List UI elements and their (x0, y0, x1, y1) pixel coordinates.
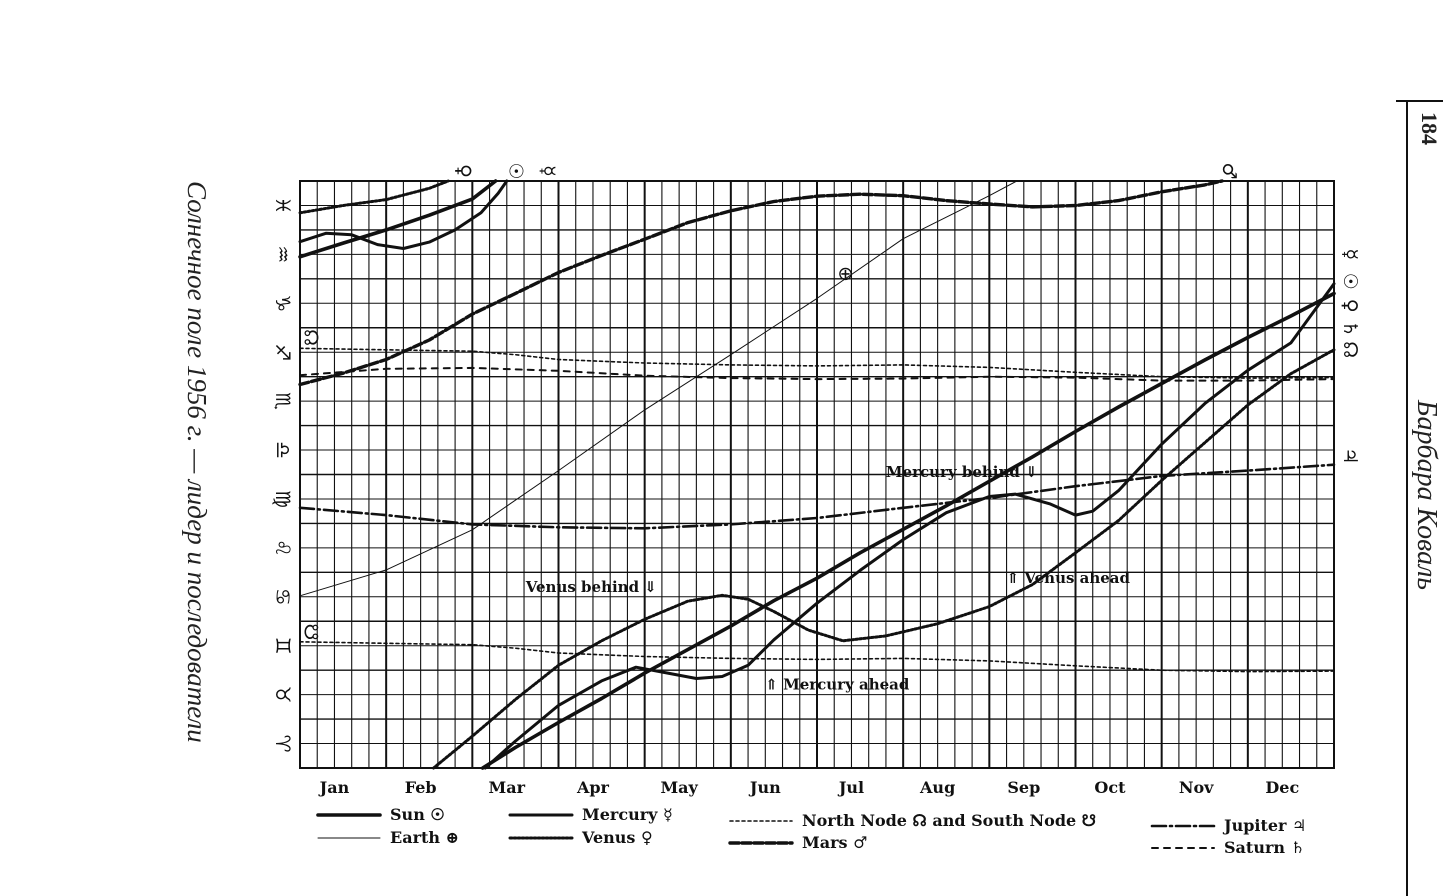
legend-label: Earth ⊕ (390, 828, 459, 847)
y-tick-label: ♒ (271, 245, 295, 263)
page-top-rule (1396, 100, 1443, 102)
legend-label: Mars ♂ (802, 833, 867, 852)
series-glyph-label: ☊ (1339, 341, 1361, 358)
series-mars-line (298, 179, 1224, 387)
series-glyph-label: ☿ (536, 165, 558, 177)
page-side-title: Солнечное поле 1956 г. — лидер и последо… (182, 181, 212, 743)
x-tick-label: Jun (748, 778, 781, 797)
series-glyph-label: ♂ (1218, 162, 1240, 179)
x-tick-label: Oct (1094, 778, 1126, 797)
series-sun-line (480, 291, 1336, 770)
y-tick-label: ♉ (271, 686, 295, 704)
y-tick-label: ♏ (271, 392, 295, 410)
x-tick-label: Apr (576, 778, 610, 797)
x-tick-label: Nov (1179, 778, 1214, 797)
x-tick-label: Aug (919, 778, 955, 797)
x-tick-label: Jul (837, 778, 864, 797)
page-number: 184 (1417, 112, 1442, 145)
series-glyph-label: ⊕ (834, 266, 856, 282)
legend-label: Jupiter ♃ (1222, 816, 1306, 835)
series-glyph-label: ♀ (453, 164, 475, 178)
chart-annotation: ⇑ Venus ahead (1007, 569, 1131, 587)
y-tick-label: ♋ (271, 588, 295, 606)
x-tick-label: Dec (1265, 778, 1299, 797)
page-edge-rule (1406, 100, 1408, 896)
series-earth-line (299, 180, 1018, 597)
y-tick-label: ♐ (271, 343, 295, 361)
legend-label: North Node ☊ and South Node ☋ (802, 811, 1096, 830)
x-tick-label: Jan (318, 778, 350, 797)
series-glyph-label: ☊ (299, 329, 321, 346)
y-tick-label: ♊ (271, 637, 295, 655)
series-glyph-label: ♄ (1339, 320, 1361, 337)
legend-label: Sun ☉ (390, 805, 445, 824)
series-sun-line (298, 179, 498, 259)
series-glyph-label: ☋ (299, 624, 321, 641)
legend-label: Mercury ☿ (582, 805, 673, 824)
series-glyph-label: ☉ (504, 162, 526, 179)
series-jupiter-line (298, 463, 1336, 530)
y-tick-label: ♌ (271, 539, 295, 557)
series-venus-line (432, 348, 1336, 770)
series-node-south-line (299, 641, 1335, 673)
legend-label: Venus ♀ (581, 828, 653, 847)
chart-annotation: ⇑ Mercury ahead (765, 676, 910, 694)
legend-label: Saturn ♄ (1224, 838, 1305, 857)
plot-frame (299, 180, 1335, 769)
y-tick-label: ♎ (271, 441, 295, 459)
series-mercury-line (483, 282, 1336, 770)
y-tick-label: ♍ (271, 490, 295, 508)
chart-annotation: Mercury behind ⇓ (886, 463, 1038, 481)
y-tick-label: ♑ (271, 294, 295, 312)
series-glyph-label: ☿ (1339, 249, 1361, 261)
running-head-author: Барбара Коваль (1411, 400, 1442, 591)
x-tick-label: Mar (489, 778, 526, 797)
series-venus-line (298, 179, 450, 215)
series-glyph-label: ♀ (1339, 299, 1361, 313)
series-saturn-line (299, 366, 1335, 382)
x-tick-label: Feb (405, 778, 437, 797)
chart-annotation: Venus behind ⇓ (525, 578, 657, 596)
series-mercury-line (298, 179, 509, 250)
chart-legend: Sun ☉ Earth ⊕ Mercury ☿ Venus ♀ North Node ☊… (316, 805, 1306, 857)
y-tick-label: ♓ (271, 196, 295, 214)
y-tick-label: ♈ (271, 735, 295, 753)
x-tick-label: Sep (1007, 778, 1040, 797)
x-tick-label: May (660, 778, 698, 797)
series-glyph-label: ☉ (1339, 273, 1361, 290)
series-node-line (299, 347, 1335, 379)
series-glyph-label: ♃ (1339, 447, 1361, 464)
